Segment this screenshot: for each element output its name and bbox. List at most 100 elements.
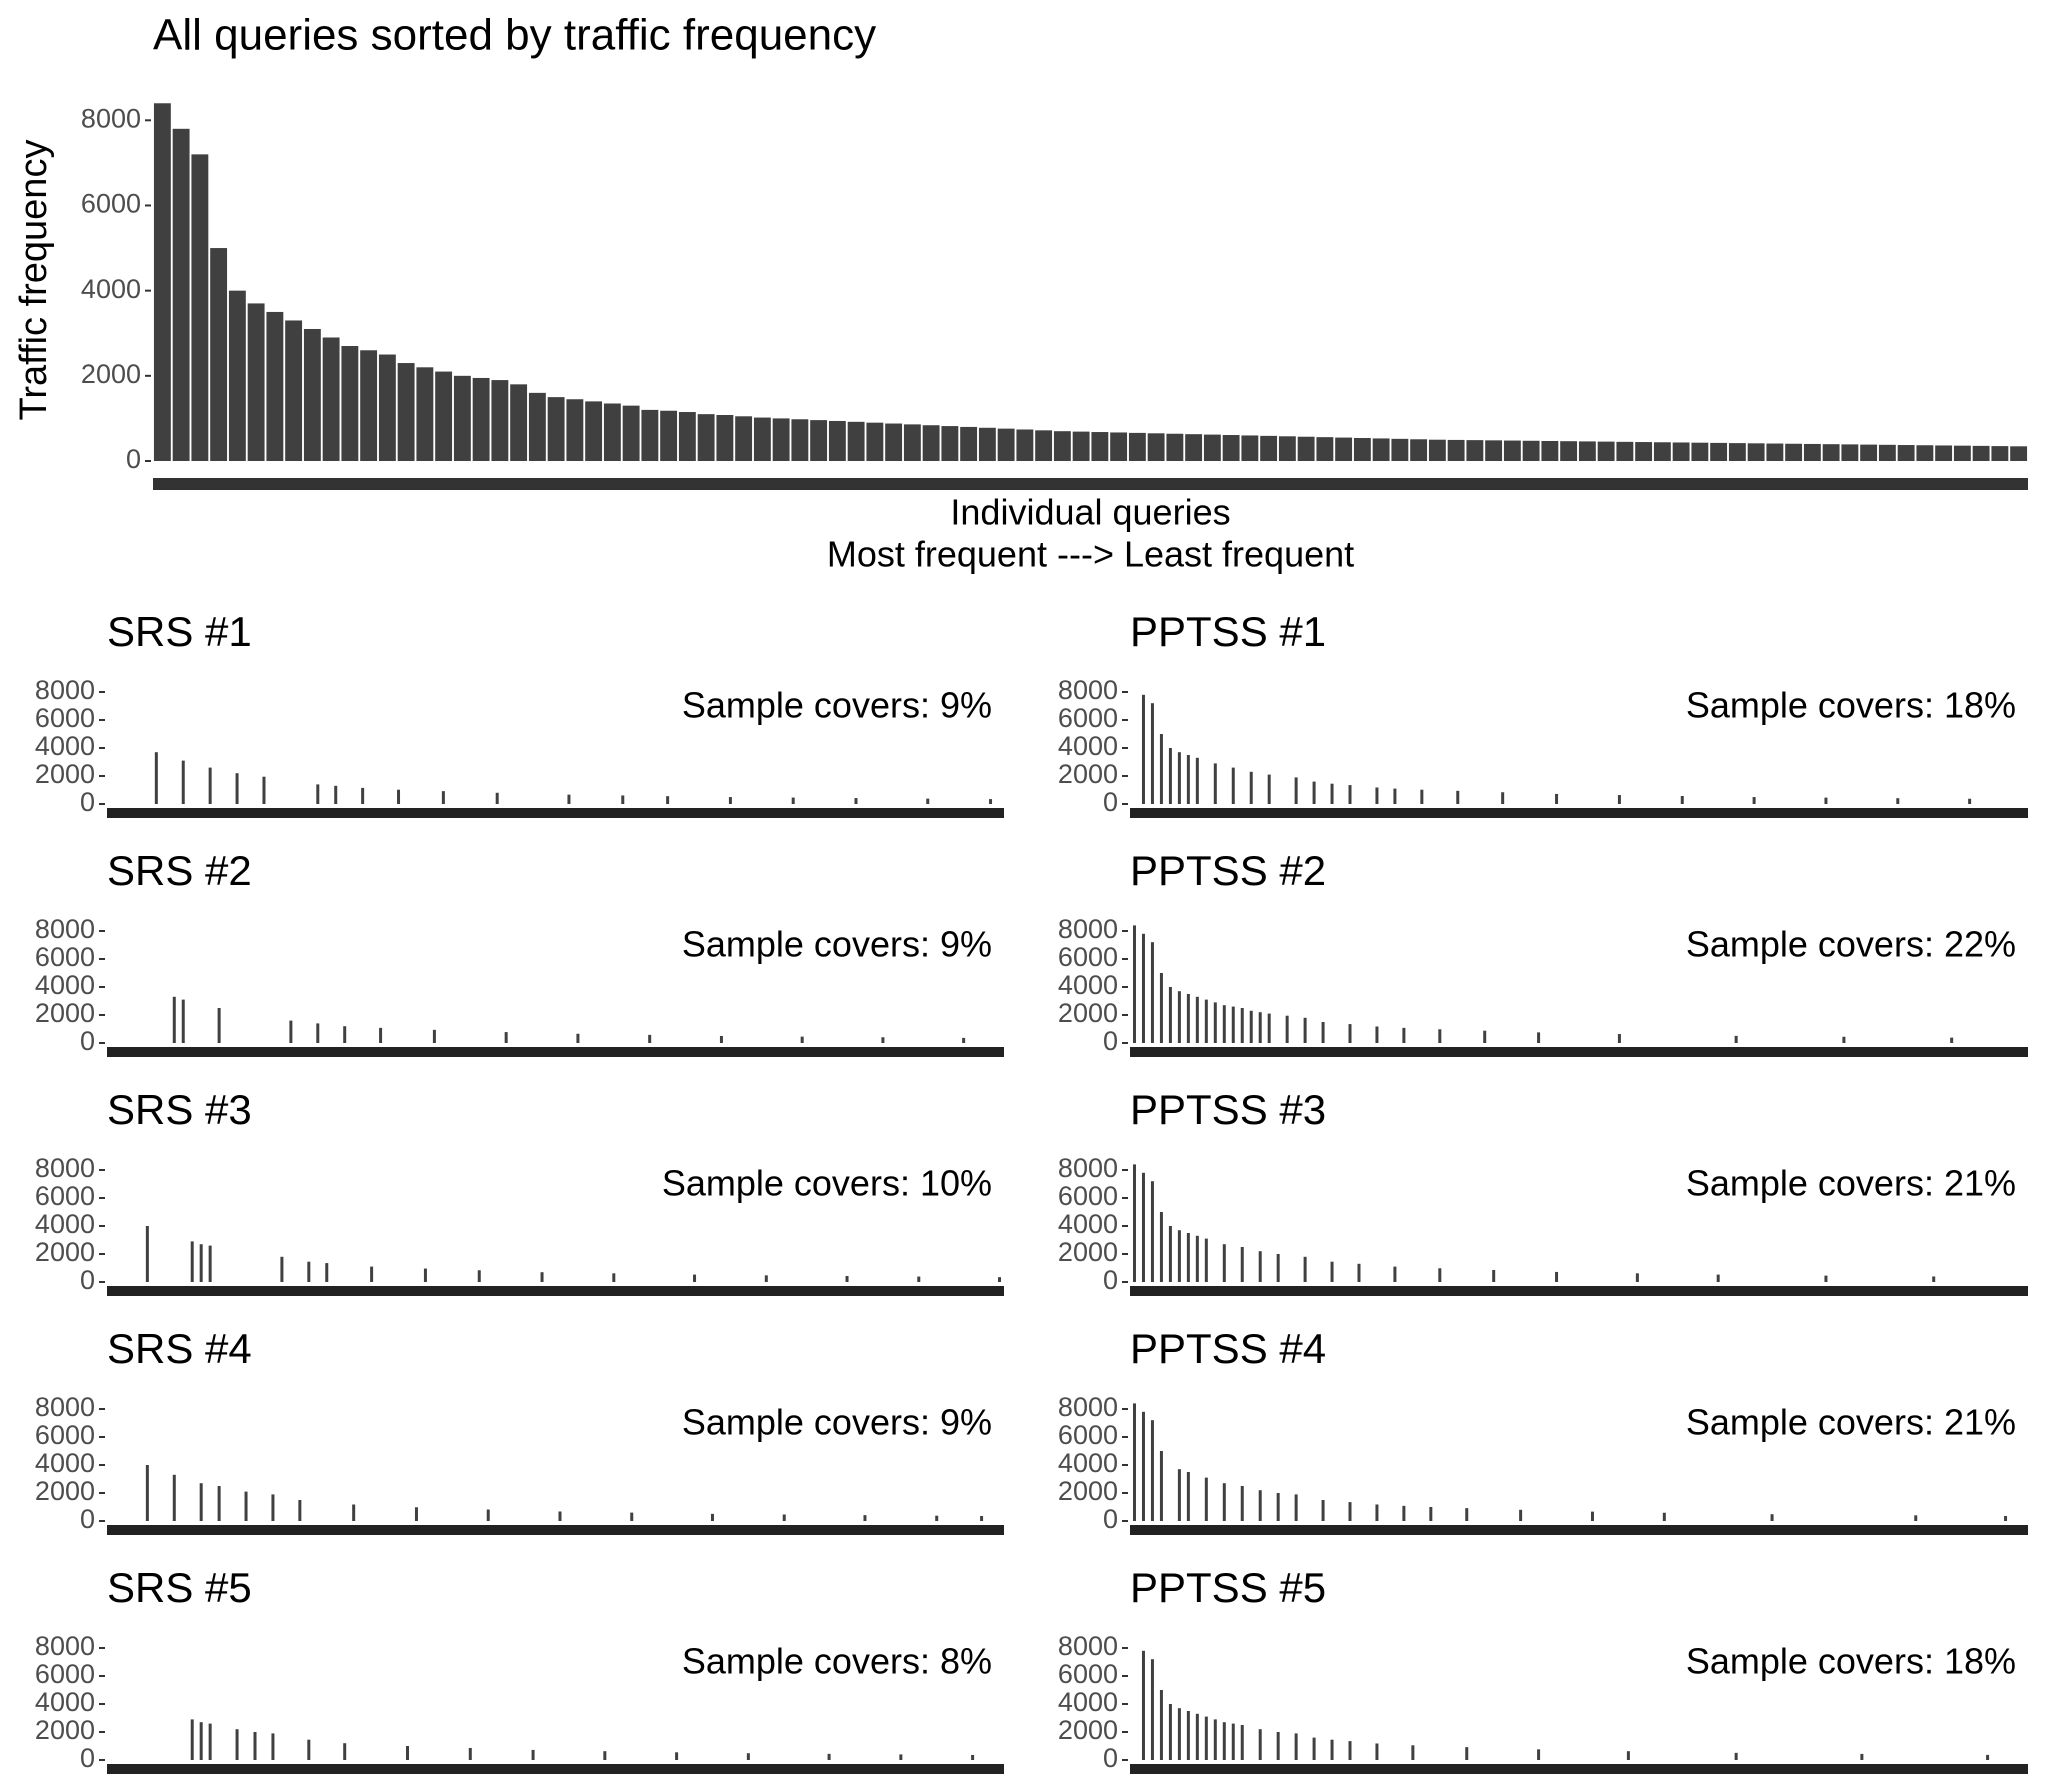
bar — [1159, 1212, 1163, 1282]
bar — [648, 1034, 652, 1043]
bar — [432, 1029, 436, 1043]
coverage-annotation: Sample covers: 21% — [1686, 1402, 2016, 1443]
bar — [1150, 703, 1154, 804]
bar — [1177, 1708, 1181, 1760]
bar — [1824, 1275, 1828, 1282]
bar — [753, 417, 771, 461]
bar — [922, 425, 940, 461]
bar — [1166, 433, 1184, 461]
bar — [397, 363, 415, 461]
bar — [199, 1244, 203, 1282]
y-tick-label: 4000 — [81, 274, 141, 304]
bar — [1276, 1493, 1280, 1521]
bar — [1053, 431, 1071, 461]
coverage-annotation: Sample covers: 10% — [662, 1163, 992, 1204]
bar — [1240, 1008, 1244, 1043]
bar — [1492, 1269, 1496, 1282]
bar — [941, 426, 959, 461]
bar — [1803, 443, 1821, 461]
y-tick-label: 2000 — [1058, 1237, 1118, 1267]
bar — [486, 1509, 490, 1521]
bar — [827, 1753, 831, 1760]
coverage-annotation: Sample covers: 18% — [1686, 685, 2016, 726]
bar — [576, 1033, 580, 1043]
bar — [244, 1491, 248, 1521]
x-axis-ticks — [153, 478, 2028, 490]
bar — [1503, 440, 1521, 461]
bar — [719, 1036, 723, 1043]
bar — [1953, 445, 1971, 461]
y-tick-label: 6000 — [1058, 1659, 1118, 1689]
bar — [1375, 1504, 1379, 1521]
bar — [1747, 443, 1765, 461]
bar — [1841, 444, 1859, 461]
panel-title: SRS #2 — [107, 847, 252, 894]
bar — [764, 1275, 768, 1282]
bar — [1501, 792, 1505, 804]
bar — [191, 154, 209, 462]
bar — [1294, 1733, 1298, 1760]
bar — [1294, 777, 1298, 804]
bar — [1258, 1729, 1262, 1760]
bar — [660, 410, 678, 461]
bar — [1035, 430, 1053, 461]
bar — [285, 320, 303, 461]
bar — [791, 797, 795, 804]
bar — [854, 798, 858, 804]
bar — [728, 797, 732, 804]
bar — [1303, 1017, 1307, 1043]
bar — [1428, 439, 1446, 461]
bar — [1177, 1230, 1181, 1282]
x-axis-label: Most frequent ---> Least frequent — [827, 534, 1354, 575]
bar — [190, 1719, 194, 1760]
panel-title: SRS #1 — [107, 608, 252, 655]
bar — [1616, 441, 1634, 461]
bar — [1968, 798, 1972, 804]
bar — [1537, 1032, 1541, 1043]
bar — [1147, 433, 1165, 461]
bar — [468, 1747, 472, 1760]
chart-title: All queries sorted by traffic frequency — [153, 11, 876, 60]
bar — [978, 427, 996, 461]
bar — [917, 1276, 921, 1282]
bar — [1091, 432, 1109, 461]
bar — [1438, 1268, 1442, 1282]
bar — [1150, 1181, 1154, 1282]
bar — [697, 414, 715, 461]
y-tick-label: 2000 — [1058, 998, 1118, 1028]
y-tick-label: 0 — [1103, 1026, 1118, 1056]
bar — [361, 787, 365, 804]
bar — [735, 416, 753, 461]
coverage-annotation: Sample covers: 9% — [682, 685, 992, 726]
bar — [1617, 1034, 1621, 1043]
bar — [1240, 1486, 1244, 1521]
bar — [414, 1507, 418, 1521]
y-tick-label: 8000 — [35, 914, 95, 944]
bar — [989, 799, 993, 804]
bar — [423, 1268, 427, 1282]
y-tick-label: 6000 — [35, 942, 95, 972]
bar — [1456, 790, 1460, 804]
bar — [1860, 1753, 1864, 1760]
y-tick-label: 4000 — [35, 731, 95, 761]
bar — [1168, 987, 1172, 1043]
bar — [1141, 1411, 1145, 1521]
bar — [491, 380, 509, 461]
bar — [1267, 1013, 1271, 1043]
bar — [1734, 1752, 1738, 1760]
bar — [1303, 1256, 1307, 1282]
bar — [1168, 1704, 1172, 1760]
bar — [1375, 1743, 1379, 1760]
bar — [1680, 796, 1684, 804]
bar — [612, 1273, 616, 1282]
bar — [1186, 1233, 1190, 1282]
y-tick-label: 4000 — [1058, 731, 1118, 761]
bar — [334, 785, 338, 804]
bar — [1766, 443, 1784, 461]
panel-title: PPTSS #5 — [1130, 1564, 1326, 1611]
bar — [1249, 771, 1253, 804]
bar — [316, 1023, 320, 1043]
bar — [172, 128, 190, 461]
bar — [1195, 757, 1199, 804]
y-tick-label: 4000 — [35, 970, 95, 1000]
